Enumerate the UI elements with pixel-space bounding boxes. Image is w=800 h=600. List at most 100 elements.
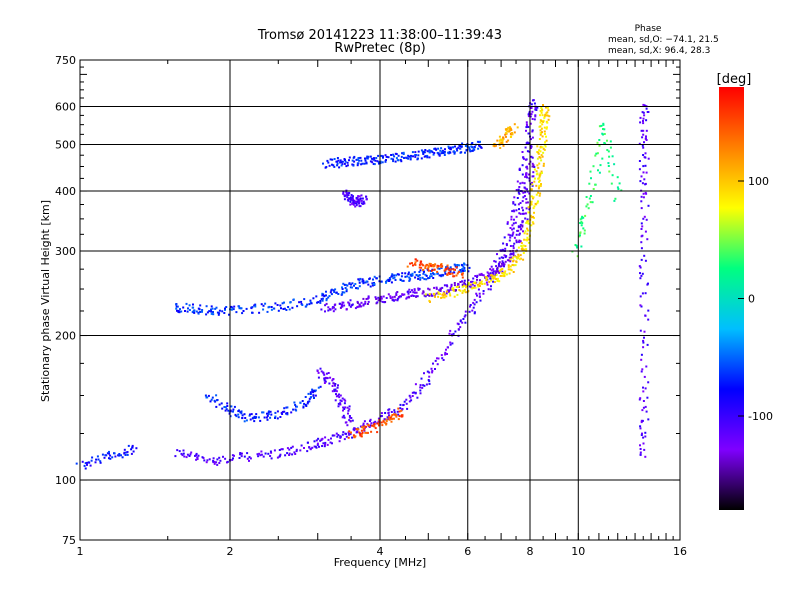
data-point (546, 126, 548, 129)
data-point (88, 461, 91, 464)
data-point (503, 236, 506, 239)
data-point (433, 273, 436, 276)
data-point (470, 280, 472, 283)
data-point (422, 264, 425, 267)
data-point (354, 205, 357, 208)
data-point (536, 172, 539, 175)
data-point (530, 113, 533, 116)
x-tick-label: 1 (77, 545, 84, 558)
data-point (323, 445, 326, 448)
data-point (539, 172, 542, 175)
data-point (266, 412, 268, 415)
data-point (130, 452, 133, 455)
data-point (459, 289, 462, 292)
data-point (639, 448, 642, 450)
data-point (522, 157, 525, 160)
data-point (511, 256, 514, 259)
data-point (373, 163, 376, 166)
data-point (502, 136, 505, 139)
data-point (486, 271, 489, 274)
data-point (521, 181, 524, 184)
data-point (455, 286, 458, 288)
data-point (439, 293, 441, 295)
data-point (264, 452, 267, 455)
data-point (218, 456, 221, 459)
data-point (237, 410, 240, 413)
data-point (321, 297, 324, 300)
data-point (639, 266, 642, 269)
data-point (438, 154, 441, 157)
data-point (525, 123, 528, 126)
y-tick-label: 200 (55, 330, 76, 343)
data-point (396, 291, 399, 293)
data-point (528, 177, 531, 180)
data-point (284, 454, 287, 457)
data-point (344, 159, 346, 161)
data-point (645, 107, 648, 110)
data-point (175, 307, 178, 310)
data-point (501, 274, 504, 277)
data-point (290, 446, 293, 449)
data-point (359, 434, 362, 437)
data-point (417, 157, 419, 160)
data-point (530, 216, 533, 219)
data-point (526, 227, 529, 230)
data-point (441, 357, 444, 360)
data-point (642, 120, 644, 122)
data-point (210, 312, 213, 315)
data-point (355, 204, 358, 207)
data-point (462, 318, 465, 320)
data-point (212, 461, 215, 464)
data-point (357, 198, 360, 201)
data-point (397, 413, 400, 416)
data-point (383, 301, 386, 304)
data-point (384, 160, 387, 163)
data-point (179, 308, 181, 311)
data-point (436, 264, 439, 267)
data-point (362, 422, 365, 425)
data-point (492, 280, 495, 283)
data-point (302, 406, 305, 409)
data-point (579, 231, 582, 234)
data-point (506, 130, 509, 133)
data-point (511, 234, 514, 237)
data-point (416, 295, 419, 298)
data-point (417, 154, 420, 157)
data-point (389, 416, 392, 419)
data-point (642, 346, 645, 349)
data-point (581, 222, 584, 225)
data-point (301, 400, 304, 402)
data-point (639, 295, 642, 298)
data-point (336, 164, 339, 167)
data-point (523, 248, 526, 251)
data-point (279, 304, 282, 307)
data-point (507, 268, 510, 271)
x-tick-label: 6 (464, 545, 471, 558)
data-point (498, 135, 501, 138)
data-point (81, 460, 84, 463)
data-point (388, 278, 391, 281)
data-point (423, 278, 426, 281)
data-point (388, 418, 391, 421)
data-point (644, 137, 647, 140)
data-point (642, 390, 645, 393)
data-point (327, 296, 330, 299)
data-point (579, 222, 582, 224)
data-point (533, 205, 536, 208)
data-point (260, 450, 263, 453)
data-point (417, 277, 420, 280)
data-point (391, 274, 394, 277)
data-point (523, 182, 526, 185)
data-point (638, 168, 641, 171)
data-point (424, 293, 427, 296)
data-point (461, 264, 464, 267)
data-point (428, 371, 431, 374)
data-point (511, 133, 514, 136)
data-point (582, 216, 585, 219)
data-point (646, 238, 649, 241)
data-point (290, 411, 293, 414)
data-point (269, 450, 272, 453)
data-point (194, 454, 196, 457)
data-point (511, 253, 514, 255)
